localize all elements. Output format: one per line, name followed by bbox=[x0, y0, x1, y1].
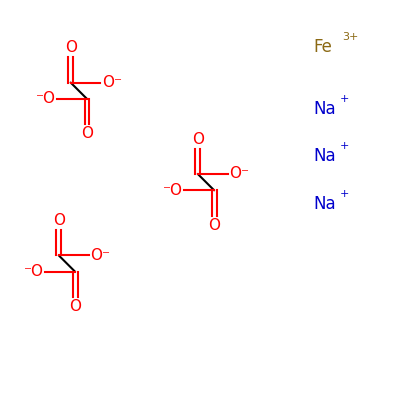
Text: +: + bbox=[340, 94, 350, 104]
Text: O: O bbox=[69, 299, 81, 314]
Text: O: O bbox=[208, 218, 220, 233]
Text: Na: Na bbox=[313, 195, 336, 213]
Text: +: + bbox=[340, 189, 350, 199]
Text: O: O bbox=[81, 126, 93, 141]
Text: O: O bbox=[192, 132, 204, 147]
Text: Na: Na bbox=[313, 147, 336, 165]
Text: O⁻: O⁻ bbox=[90, 248, 110, 263]
Text: O⁻: O⁻ bbox=[102, 75, 122, 90]
Text: +: + bbox=[340, 141, 350, 151]
Text: O: O bbox=[65, 40, 77, 55]
Text: O⁻: O⁻ bbox=[229, 166, 249, 182]
Text: ⁻O: ⁻O bbox=[36, 92, 56, 106]
Text: 3+: 3+ bbox=[342, 32, 358, 42]
Text: Fe: Fe bbox=[313, 38, 332, 56]
Text: ⁻O: ⁻O bbox=[24, 264, 44, 279]
Text: ⁻O: ⁻O bbox=[163, 183, 183, 198]
Text: Na: Na bbox=[313, 100, 336, 118]
Text: O: O bbox=[53, 213, 65, 228]
